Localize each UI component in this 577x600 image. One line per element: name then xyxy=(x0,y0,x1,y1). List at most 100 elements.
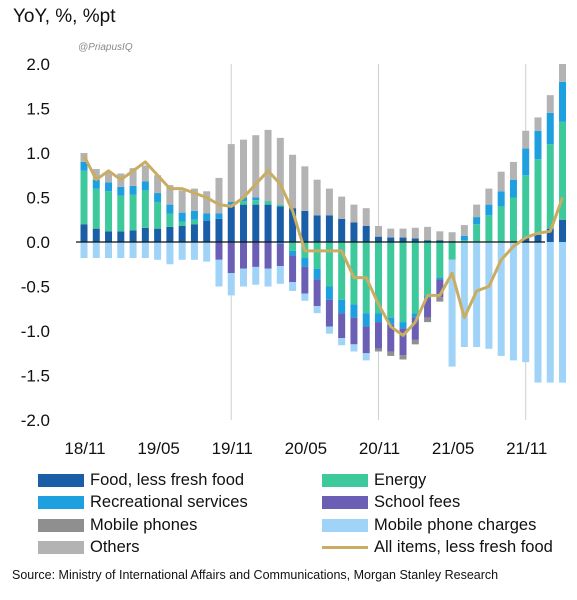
bar-food-1 xyxy=(92,228,100,242)
legend-label: Food, less fresh food xyxy=(90,470,245,489)
bar-others-19 xyxy=(313,179,321,216)
bar-energy-39 xyxy=(559,121,567,220)
bar-mobile_charges-31 xyxy=(460,242,468,348)
bar-school_fees-18 xyxy=(301,266,309,294)
y-tick-label: 0.5 xyxy=(26,189,50,208)
bar-mobile_phones-24 xyxy=(374,348,382,352)
line-all-items xyxy=(82,154,564,337)
bar-school_fees-17 xyxy=(289,255,297,283)
bar-energy-29 xyxy=(436,242,444,278)
bar-others-32 xyxy=(473,204,481,218)
bar-others-25 xyxy=(387,228,395,238)
bar-recreation-14 xyxy=(252,197,260,201)
bar-energy-37 xyxy=(534,159,542,235)
legend-item-mobile_charges: Mobile phone charges xyxy=(322,515,536,535)
bar-mobile_charges-16 xyxy=(276,266,284,284)
legend-item-all_items: All items, less fresh food xyxy=(322,538,553,558)
y-tick-label: 0.0 xyxy=(26,233,50,252)
x-tick-label: 21/11 xyxy=(506,439,547,458)
legend-item-mobile_phones: Mobile phones xyxy=(38,515,197,535)
bar-mobile_phones-27 xyxy=(411,339,419,345)
bar-others-13 xyxy=(240,139,248,198)
bar-recreation-5 xyxy=(141,181,149,191)
legend-label: School fees xyxy=(374,493,461,511)
bar-mobile_charges-14 xyxy=(252,266,260,285)
legend-item-others: Others xyxy=(38,538,140,558)
bar-recreation-29 xyxy=(436,277,444,280)
legend-item-recreation: Recreational services xyxy=(38,493,248,513)
bar-food-27 xyxy=(411,238,419,242)
bar-others-9 xyxy=(190,188,198,211)
legend-swatch xyxy=(322,518,368,532)
bar-mobile_charges-19 xyxy=(313,306,321,314)
bar-school_fees-29 xyxy=(436,279,444,298)
bar-mobile_charges-0 xyxy=(80,242,88,259)
bar-energy-31 xyxy=(460,240,468,242)
bar-mobile_phones-29 xyxy=(436,297,444,302)
bar-energy-34 xyxy=(497,206,505,242)
bar-recreation-10 xyxy=(203,213,211,221)
bar-others-18 xyxy=(301,166,309,211)
bar-energy-22 xyxy=(350,242,358,305)
bar-energy-20 xyxy=(325,242,333,287)
bar-mobile_charges-13 xyxy=(240,268,248,287)
bar-recreation-32 xyxy=(473,217,481,225)
bar-school_fees-19 xyxy=(313,279,321,307)
bar-recreation-22 xyxy=(350,304,358,318)
bar-recreation-24 xyxy=(374,313,382,323)
bar-mobile_charges-5 xyxy=(141,242,149,259)
bar-energy-30 xyxy=(448,242,456,260)
bar-others-21 xyxy=(338,196,346,219)
bar-food-36 xyxy=(522,237,530,242)
bar-energy-3 xyxy=(117,195,125,232)
bar-recreation-6 xyxy=(154,193,162,202)
bar-energy-38 xyxy=(546,144,554,229)
y-tick-label: -1.0 xyxy=(21,322,50,341)
bar-recreation-17 xyxy=(289,250,297,256)
legend-label: All items, less fresh food xyxy=(374,538,553,556)
bar-others-39 xyxy=(559,64,567,82)
chart-title: YoY, %, %pt xyxy=(13,6,116,27)
bar-mobile_charges-23 xyxy=(362,353,370,361)
bar-school_fees-27 xyxy=(411,317,419,340)
bar-energy-26 xyxy=(399,242,407,323)
bar-recreation-26 xyxy=(399,322,407,329)
bar-recreation-11 xyxy=(215,213,223,219)
y-tick-label: -2.0 xyxy=(21,411,50,430)
source-note: Source: Ministry of International Affair… xyxy=(12,568,499,582)
bar-recreation-1 xyxy=(92,179,100,189)
bar-energy-28 xyxy=(424,242,432,296)
bar-energy-33 xyxy=(485,215,493,242)
bar-recreation-31 xyxy=(460,235,468,241)
bar-others-14 xyxy=(252,135,260,198)
bar-food-20 xyxy=(325,215,333,242)
bar-mobile_charges-7 xyxy=(166,242,174,265)
bar-school_fees-16 xyxy=(276,243,284,267)
bar-recreation-39 xyxy=(559,81,567,122)
bar-food-22 xyxy=(350,222,358,242)
bar-energy-27 xyxy=(411,242,419,314)
legend-swatch xyxy=(38,473,84,487)
bar-others-1 xyxy=(92,169,100,180)
bar-recreation-37 xyxy=(534,130,542,160)
bar-energy-21 xyxy=(338,242,346,300)
bar-food-7 xyxy=(166,226,174,242)
bar-food-13 xyxy=(240,204,248,242)
bar-energy-24 xyxy=(374,242,382,314)
bar-others-4 xyxy=(129,168,137,186)
bar-recreation-8 xyxy=(178,212,186,222)
bar-energy-16 xyxy=(276,204,284,207)
bar-others-27 xyxy=(411,227,419,239)
bar-others-24 xyxy=(374,225,382,237)
x-tick-label: 20/11 xyxy=(359,439,400,458)
bar-school_fees-15 xyxy=(264,242,272,269)
bar-energy-36 xyxy=(522,175,530,238)
bar-mobile_phones-25 xyxy=(387,351,395,356)
bar-school_fees-28 xyxy=(424,298,432,318)
bar-others-5 xyxy=(141,165,149,182)
bar-recreation-18 xyxy=(301,258,309,267)
legend-swatch xyxy=(322,546,368,549)
bar-others-22 xyxy=(350,204,358,223)
bar-others-30 xyxy=(448,232,456,242)
bar-mobile_charges-36 xyxy=(522,242,530,363)
